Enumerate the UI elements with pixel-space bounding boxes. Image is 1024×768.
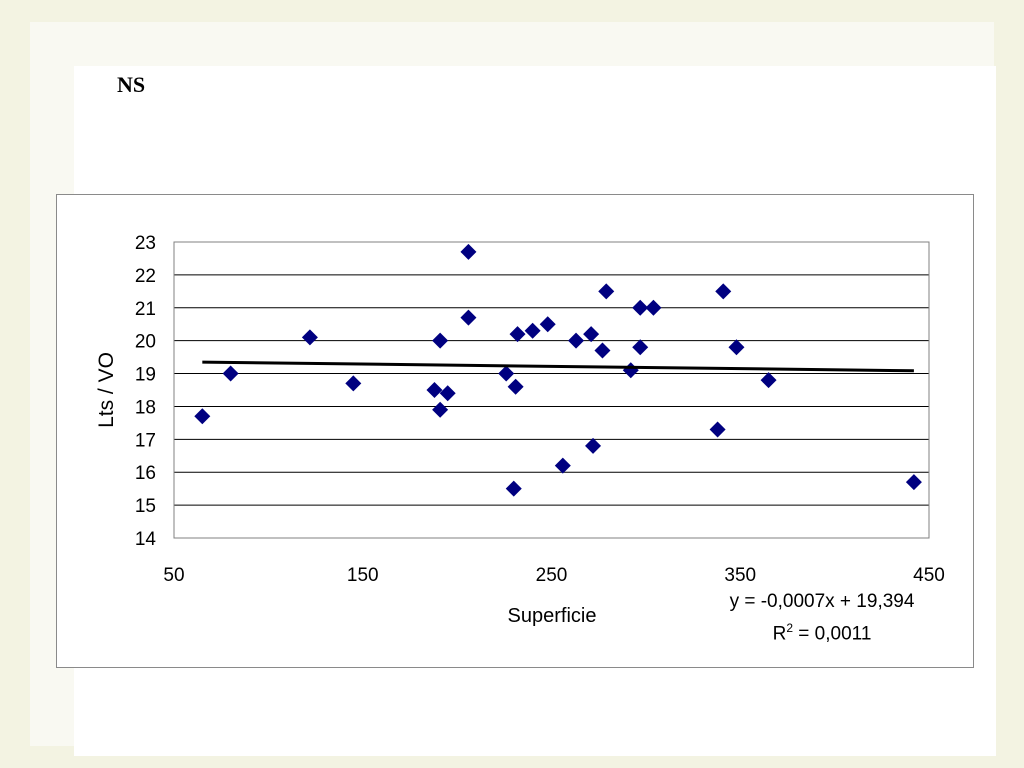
y-axis-label: Lts / VO	[95, 352, 118, 428]
data-point	[645, 299, 662, 316]
r-squared-label: R2 = 0,0011	[707, 621, 937, 645]
data-point	[583, 326, 600, 343]
data-point	[632, 299, 649, 316]
trendline	[202, 360, 914, 373]
data-point	[632, 339, 649, 356]
data-point	[539, 316, 556, 333]
data-point	[432, 401, 449, 418]
chart-container: 14 15 16 17 18 19 20 21 22 23 50 150 250 350 450 Lts …	[56, 194, 974, 668]
data-point	[594, 342, 611, 359]
y-tick-label: 20	[135, 332, 156, 353]
data-point	[345, 375, 362, 392]
y-tick-label: 19	[135, 365, 156, 386]
data-point	[622, 362, 639, 379]
data-point	[222, 365, 239, 382]
gridlines	[174, 241, 929, 539]
x-axis-label: Superficie	[508, 605, 597, 627]
data-point	[439, 385, 456, 402]
x-tick-label: 350	[724, 565, 756, 586]
data-point	[460, 309, 477, 326]
data-point	[585, 437, 602, 454]
data-point	[194, 408, 211, 425]
data-points	[194, 243, 922, 497]
data-point	[507, 378, 524, 395]
y-tick-label: 14	[135, 529, 157, 550]
y-tick-labels: 14 15 16 17 18 19 20 21 22 23	[135, 233, 157, 550]
y-tick-label: 18	[135, 397, 156, 418]
data-point	[554, 457, 571, 474]
data-point	[715, 283, 732, 300]
y-tick-label: 16	[135, 463, 156, 484]
data-point	[460, 243, 477, 260]
slide-title: NS	[117, 72, 146, 97]
data-point	[498, 365, 515, 382]
y-tick-label: 21	[135, 299, 156, 320]
x-tick-label: 50	[163, 565, 184, 586]
data-point	[598, 283, 615, 300]
x-tick-label: 450	[913, 565, 945, 586]
r-squared-prefix: R	[772, 623, 787, 645]
y-tick-label: 15	[135, 496, 156, 517]
data-point	[728, 339, 745, 356]
data-point	[505, 480, 522, 497]
data-point	[301, 329, 318, 346]
x-tick-labels: 50 150 250 350 450	[163, 565, 944, 586]
data-point	[905, 474, 922, 491]
r-squared-value: = 0,0011	[793, 623, 872, 645]
y-tick-label: 17	[135, 430, 156, 451]
y-tick-label: 22	[135, 266, 156, 287]
data-point	[509, 326, 526, 343]
data-point	[709, 421, 726, 438]
data-point	[426, 382, 443, 398]
data-point	[760, 372, 777, 389]
trendline-equation: y = -0,0007x + 19,394	[729, 591, 915, 612]
x-tick-label: 250	[536, 565, 568, 586]
y-tick-label: 23	[135, 233, 156, 254]
r-squared-exponent: 2	[786, 621, 794, 635]
data-point	[568, 332, 585, 349]
data-point	[524, 322, 541, 339]
x-tick-label: 150	[347, 565, 379, 586]
plot-area	[173, 241, 930, 539]
data-point	[432, 332, 449, 349]
scatter-chart: 14 15 16 17 18 19 20 21 22 23 50 150 250 350 450 Lts …	[95, 233, 945, 627]
